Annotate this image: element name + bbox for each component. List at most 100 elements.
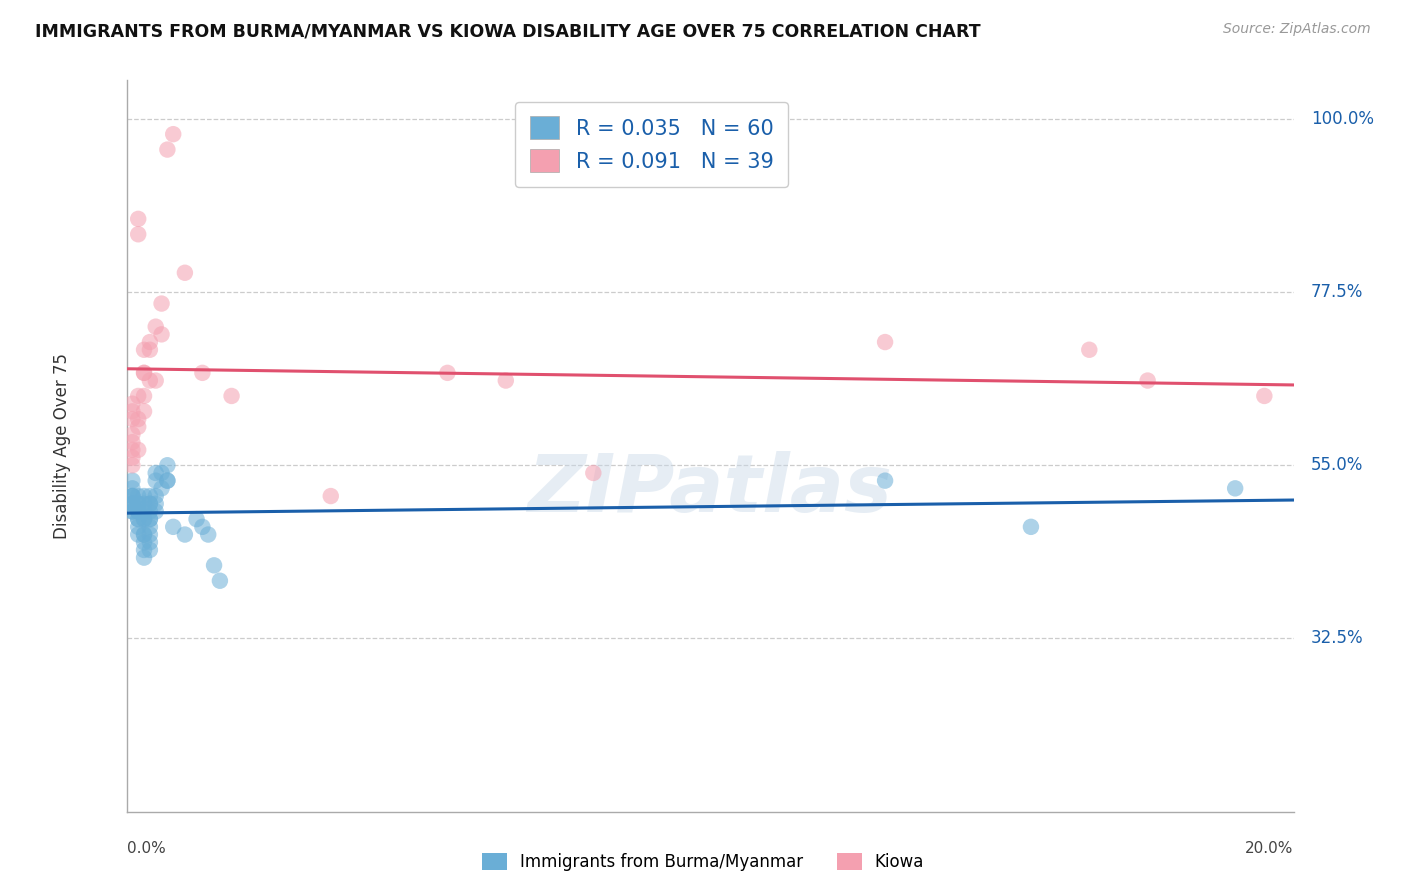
Point — [127, 497, 149, 511]
Point — [127, 504, 149, 518]
Point — [156, 458, 179, 473]
Point — [121, 450, 143, 465]
Point — [132, 535, 155, 549]
Point — [121, 435, 143, 450]
Point — [121, 489, 143, 503]
Point — [145, 319, 167, 334]
Point — [139, 512, 162, 526]
Point — [121, 504, 143, 518]
Point — [127, 442, 149, 457]
Point — [1136, 374, 1159, 388]
Point — [127, 504, 149, 518]
Point — [495, 374, 517, 388]
Point — [132, 489, 155, 503]
Point — [145, 466, 167, 480]
Point — [139, 543, 162, 558]
Point — [139, 504, 162, 518]
Point — [139, 527, 162, 541]
Point — [127, 389, 149, 403]
Text: ZIPatlas: ZIPatlas — [527, 450, 893, 529]
Point — [132, 527, 155, 541]
Point — [121, 474, 143, 488]
Point — [121, 427, 143, 442]
Point — [121, 504, 143, 518]
Point — [127, 504, 149, 518]
Point — [156, 474, 179, 488]
Point — [139, 497, 162, 511]
Point — [121, 497, 143, 511]
Text: 20.0%: 20.0% — [1246, 841, 1294, 856]
Point — [139, 520, 162, 534]
Point — [132, 527, 155, 541]
Point — [174, 527, 197, 541]
Text: IMMIGRANTS FROM BURMA/MYANMAR VS KIOWA DISABILITY AGE OVER 75 CORRELATION CHART: IMMIGRANTS FROM BURMA/MYANMAR VS KIOWA D… — [35, 22, 981, 40]
Point — [121, 404, 143, 418]
Text: 0.0%: 0.0% — [127, 841, 166, 856]
Point — [127, 227, 149, 242]
Point — [186, 512, 208, 526]
Point — [132, 543, 155, 558]
Text: 32.5%: 32.5% — [1310, 630, 1364, 648]
Point — [145, 474, 167, 488]
Legend: R = 0.035   N = 60, R = 0.091   N = 39: R = 0.035 N = 60, R = 0.091 N = 39 — [515, 102, 789, 186]
Point — [174, 266, 197, 280]
Point — [1019, 520, 1042, 534]
Text: 100.0%: 100.0% — [1310, 110, 1374, 128]
Point — [162, 127, 184, 141]
Point — [436, 366, 458, 380]
Text: 55.0%: 55.0% — [1310, 456, 1364, 475]
Point — [319, 489, 342, 503]
Point — [582, 466, 605, 480]
Point — [145, 489, 167, 503]
Point — [121, 497, 143, 511]
Point — [197, 527, 219, 541]
Text: Source: ZipAtlas.com: Source: ZipAtlas.com — [1223, 22, 1371, 37]
Point — [150, 296, 173, 310]
Point — [132, 366, 155, 380]
Point — [132, 512, 155, 526]
Point — [208, 574, 231, 588]
Point — [221, 389, 243, 403]
Point — [139, 334, 162, 349]
Point — [132, 366, 155, 380]
Point — [139, 535, 162, 549]
Point — [121, 458, 143, 473]
Point — [202, 558, 225, 573]
Point — [191, 520, 214, 534]
Point — [145, 497, 167, 511]
Point — [150, 327, 173, 342]
Point — [127, 489, 149, 503]
Point — [121, 412, 143, 426]
Point — [1253, 389, 1275, 403]
Point — [156, 474, 179, 488]
Point — [127, 412, 149, 426]
Point — [121, 397, 143, 411]
Point — [132, 512, 155, 526]
Point — [150, 466, 173, 480]
Point — [1223, 481, 1246, 495]
Point — [150, 481, 173, 495]
Point — [121, 442, 143, 457]
Point — [127, 520, 149, 534]
Point — [127, 211, 149, 226]
Point — [1078, 343, 1101, 357]
Legend: Immigrants from Burma/Myanmar, Kiowa: Immigrants from Burma/Myanmar, Kiowa — [474, 845, 932, 880]
Point — [127, 512, 149, 526]
Point — [121, 481, 143, 495]
Point — [162, 520, 184, 534]
Text: Disability Age Over 75: Disability Age Over 75 — [53, 353, 72, 539]
Point — [132, 404, 155, 418]
Point — [127, 527, 149, 541]
Point — [121, 497, 143, 511]
Point — [139, 374, 162, 388]
Point — [132, 550, 155, 565]
Point — [121, 489, 143, 503]
Point — [132, 497, 155, 511]
Point — [121, 489, 143, 503]
Text: 77.5%: 77.5% — [1310, 283, 1364, 301]
Point — [875, 474, 897, 488]
Point — [156, 143, 179, 157]
Point — [139, 343, 162, 357]
Point — [139, 497, 162, 511]
Point — [132, 389, 155, 403]
